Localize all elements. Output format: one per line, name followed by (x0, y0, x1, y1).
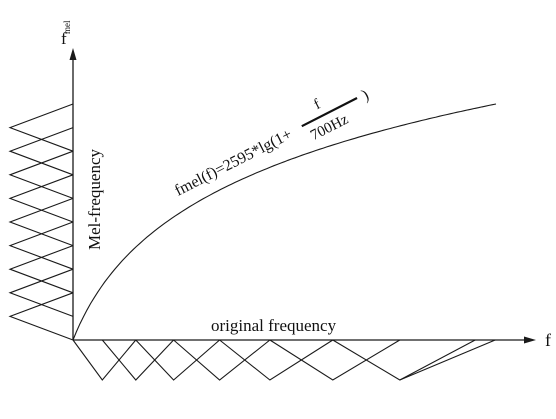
y-axis-subscript: mel (62, 20, 72, 34)
mel-formula: fmel(f)=2595*lg(1+ f 700Hz ) (172, 87, 372, 200)
mel-curve (72, 103, 497, 341)
linear-filter-triangle (173, 339, 271, 381)
mel-filter-triangle (8, 127, 74, 176)
linear-filter-triangle (135, 339, 220, 381)
linear-filter-bank (72, 339, 496, 381)
formula-prefix: fmel(f)=2595*lg(1+ (172, 126, 295, 200)
formula-suffix: ) (359, 87, 371, 105)
x-axis-arrow (524, 336, 536, 344)
formula-fraction-bar (301, 97, 358, 128)
mel-filter-triangle (8, 103, 74, 152)
formula-numerator: f (311, 97, 323, 114)
linear-filter-triangle (72, 339, 137, 381)
mel-filter-triangle (8, 268, 74, 317)
mel-filter-triangle (8, 292, 74, 341)
mel-filter-triangle (8, 197, 74, 247)
linear-filter-triangle (332, 339, 476, 381)
linear-filter-triangle (269, 339, 401, 381)
mel-filter-bank (8, 103, 74, 341)
mel-filter-triangle (8, 150, 74, 199)
mel-filter-triangle (8, 174, 74, 223)
linear-filter-triangle (399, 339, 496, 381)
mel-filter-triangle (8, 221, 74, 270)
formula-denominator: 700Hz (308, 111, 351, 144)
mel-filter-triangle (8, 245, 74, 294)
linear-filter-triangle (219, 339, 334, 381)
mel-frequency-caption: Mel-frequency (85, 148, 104, 250)
y-axis-arrow (69, 48, 77, 60)
linear-filter-triangle (101, 339, 174, 381)
y-axis-label: f (61, 29, 67, 48)
x-axis-label: f (545, 330, 551, 350)
original-frequency-caption: original frequency (211, 316, 337, 335)
